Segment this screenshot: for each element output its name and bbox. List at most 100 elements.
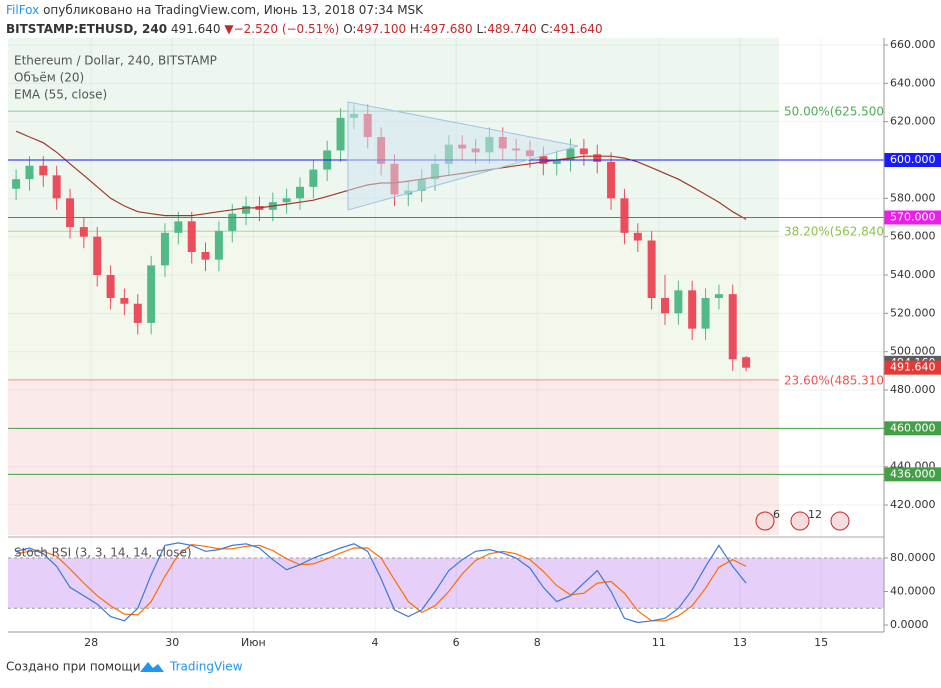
change: −2.520 (−0.51%) [234,22,340,36]
published: опубликовано на TradingView.com, Июнь 13… [43,3,424,17]
author[interactable]: FilFox [6,3,39,17]
price-box [884,210,941,225]
candle-body [12,179,21,189]
candle-body [728,294,737,360]
main-pane: 50.00%(625.500) 38.20%(562.840) 23.60%(485… [8,104,889,475]
candle-body [593,154,602,162]
y-tick-label: 480.000 [890,383,936,396]
candle-body [79,227,88,237]
stoch-k-line [15,542,747,624]
price-box [884,360,941,375]
x-tick-label: Июн [241,636,266,649]
stoch-tick-label: 0.0000 [890,618,929,631]
candle-body [647,240,656,299]
candle-body [633,232,642,241]
candle-body [688,290,697,329]
candle-body [309,169,318,187]
event-count: 6 [773,508,780,521]
candle-body [714,294,723,299]
stoch-title: Stoch RSI (3, 3, 14, 14, close) [14,546,192,560]
x-tick-label: 8 [534,636,541,649]
candle-body [579,148,588,155]
candle-body [620,198,629,233]
l-label: L: [476,22,487,36]
candle-body [93,236,102,275]
x-tick-label: 13 [733,636,747,649]
quote-line: BITSTAMP:ETHUSD, 240 491.640 ▼−2.520 (−0… [6,22,603,36]
candle-body [336,117,345,151]
l: 489.740 [487,22,537,36]
price-box-label: 570.000 [890,210,936,223]
candle-body [147,265,156,323]
candle-body [296,186,304,199]
price-box-label: 600.000 [890,153,936,166]
price-box [884,421,941,436]
x-tick-label: 15 [814,636,828,649]
candle-body [52,175,61,199]
price-box-label: 436.000 [890,467,936,480]
candle-body [106,274,115,299]
last: 491.640 [171,22,221,36]
o-label: O: [343,22,356,36]
candle-body [201,251,210,260]
price-box [884,152,941,167]
y-tick-label: 640.000 [890,76,936,89]
fib-label: 50.00%(625.500) [784,105,889,119]
candle-body [66,198,75,228]
h-label: H: [410,22,423,36]
candle-body [228,213,237,231]
candle-body [214,230,223,260]
event-icon [830,511,850,531]
x-tick-label: 6 [453,636,460,649]
candle-body [160,232,169,266]
fib-label: 38.20%(562.840) [784,225,889,239]
x-tick-label: 28 [84,636,98,649]
y-tick-label: 660.000 [890,38,936,51]
overlay: 660.000 640.000 620.000 600.000 580.000 560.0… [14,38,941,649]
candle-body [39,165,48,176]
y-tick-label: 580.000 [890,191,936,204]
price-box-label: 460.000 [890,421,936,434]
legend-entry: Объём (20) [14,71,84,85]
legend-entry: Ethereum / Dollar, 240, BITSTAMP [14,54,217,68]
candle-body [607,161,616,199]
footer-brand[interactable]: TradingView [169,660,243,674]
candle-body [133,303,142,323]
candle-body [742,357,751,368]
c-label: C: [541,22,553,36]
x-tick-label: 11 [652,636,666,649]
stoch-band [8,558,884,609]
footer: Создано при помощи TradingView [6,660,243,674]
candle-body [120,298,129,304]
c: 491.640 [553,22,603,36]
stoch-tick-label: 40.0000 [890,585,936,598]
candle-body [242,205,251,214]
y-tick-label: 540.000 [890,268,936,281]
price-box-label: 491.640 [890,361,936,374]
fib-label: 23.60%(485.310) [784,373,889,387]
y-tick-label: 420.000 [890,498,936,511]
candle-body [566,148,575,160]
candle-body [187,221,196,252]
o: 497.100 [356,22,406,36]
arrow: ▼ [224,22,234,36]
y-tick-label: 520.000 [890,306,936,319]
event-count: 12 [808,508,822,521]
y-tick-label: 620.000 [890,115,936,128]
event-icon [755,511,775,531]
legend-entry: EMA (55, close) [14,88,107,102]
candle-body [25,165,34,180]
x-tick-label: 4 [372,636,379,649]
event-icon [790,511,810,531]
candle-body [661,298,669,314]
symbol: BITSTAMP:ETHUSD, 240 [6,22,167,36]
candle-body [282,198,291,203]
footer-text: Создано при помощи [6,660,141,674]
x-tick-label: 30 [165,636,179,649]
y-tick-label: 500.000 [890,345,936,358]
candle-body [174,221,183,233]
tv-logo [140,662,164,672]
stoch-tick-label: 80.0000 [890,551,936,564]
candle-body [552,159,561,164]
